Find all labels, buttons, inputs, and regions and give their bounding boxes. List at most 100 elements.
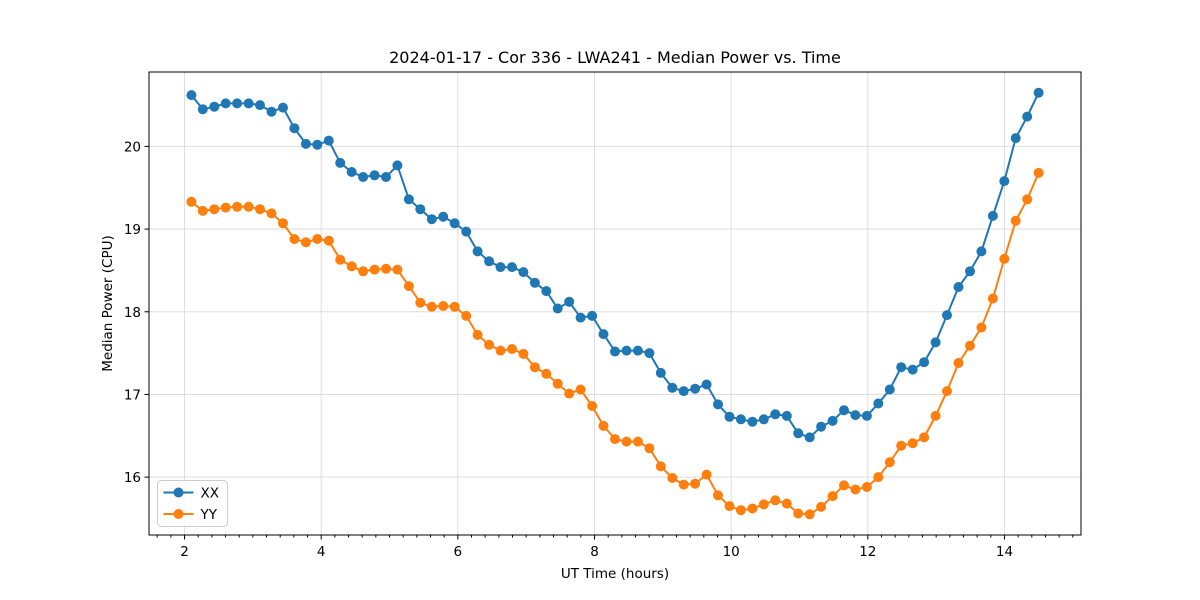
data-point — [724, 501, 735, 512]
data-point — [197, 104, 208, 115]
data-point — [232, 201, 243, 212]
data-point — [1033, 167, 1044, 178]
data-point — [976, 322, 987, 333]
data-point — [804, 509, 815, 520]
y-tick-label: 18 — [124, 305, 141, 321]
data-point — [472, 246, 483, 257]
data-point — [781, 410, 792, 421]
data-point — [827, 415, 838, 426]
data-point — [415, 204, 426, 215]
data-point — [484, 339, 495, 350]
data-point — [381, 263, 391, 274]
data-point — [472, 329, 483, 340]
x-tick-label: 12 — [859, 544, 876, 560]
data-point — [804, 432, 815, 443]
data-point — [770, 409, 781, 420]
y-tick-label: 17 — [124, 387, 141, 403]
chart-title: 2024-01-17 - Cor 336 - LWA241 - Median P… — [389, 48, 841, 67]
data-point — [598, 329, 609, 340]
data-point — [369, 264, 380, 275]
data-point — [587, 310, 598, 321]
data-point — [655, 461, 666, 472]
x-tick-label: 2 — [180, 544, 189, 560]
data-point — [529, 362, 540, 373]
data-point — [220, 202, 231, 213]
legend: XX YY — [157, 480, 228, 527]
data-point — [323, 235, 334, 246]
data-point — [449, 301, 460, 312]
data-point — [369, 170, 380, 181]
data-point — [735, 505, 746, 516]
data-point — [896, 362, 907, 373]
data-point — [965, 266, 975, 277]
data-point — [907, 364, 918, 375]
data-point — [999, 176, 1010, 187]
data-point — [335, 157, 346, 168]
series-yy — [186, 167, 1044, 520]
data-point — [953, 358, 964, 368]
data-point — [243, 98, 254, 109]
legend-marker-xx-icon — [173, 487, 184, 498]
data-point — [552, 378, 563, 389]
data-point — [312, 139, 323, 150]
data-point — [552, 303, 563, 314]
data-point — [598, 420, 609, 431]
data-point — [701, 379, 712, 390]
data-point — [186, 90, 197, 101]
data-point — [610, 434, 620, 445]
data-point — [575, 312, 586, 323]
data-point — [575, 384, 586, 395]
data-point — [186, 196, 197, 207]
y-tick-label: 20 — [124, 139, 141, 155]
data-point — [839, 405, 849, 416]
legend-entry-yy: YY — [163, 507, 218, 523]
data-point — [884, 384, 895, 395]
data-point — [678, 479, 689, 490]
data-point — [323, 135, 334, 146]
data-point — [816, 421, 827, 432]
data-point — [403, 194, 414, 205]
data-point — [426, 301, 437, 312]
data-point — [793, 428, 804, 439]
data-point — [919, 432, 930, 443]
y-tick-label: 16 — [124, 470, 141, 486]
data-series — [186, 87, 1044, 520]
data-point — [209, 204, 220, 215]
data-point — [690, 478, 701, 489]
data-point — [632, 436, 643, 447]
data-point — [839, 480, 849, 491]
data-point — [507, 262, 517, 273]
data-point — [999, 253, 1010, 264]
data-point — [713, 490, 723, 501]
data-point — [816, 501, 827, 512]
x-tick-label: 4 — [317, 544, 326, 560]
data-point — [884, 457, 895, 468]
data-point — [907, 438, 918, 449]
data-point — [976, 246, 987, 257]
data-point — [529, 277, 540, 288]
data-point — [335, 254, 346, 265]
data-point — [461, 310, 472, 321]
data-point — [289, 123, 300, 134]
data-point — [232, 98, 243, 109]
data-point — [541, 368, 552, 379]
data-point — [346, 261, 357, 272]
data-point — [564, 296, 575, 307]
data-point — [747, 416, 758, 427]
data-point — [381, 172, 391, 182]
axis-tick-labels: 2 4 6 8 10 12 14 16 17 18 19 20 — [124, 139, 1013, 560]
data-point — [495, 345, 506, 356]
data-point — [919, 357, 930, 368]
data-point — [621, 436, 632, 447]
data-point — [518, 267, 529, 278]
data-point — [632, 345, 643, 356]
data-point — [667, 473, 678, 483]
data-point — [255, 204, 265, 215]
data-point — [942, 386, 952, 397]
data-point — [861, 482, 872, 492]
data-point — [209, 101, 220, 112]
data-point — [266, 208, 277, 219]
data-point — [930, 410, 941, 421]
data-point — [1022, 194, 1033, 205]
